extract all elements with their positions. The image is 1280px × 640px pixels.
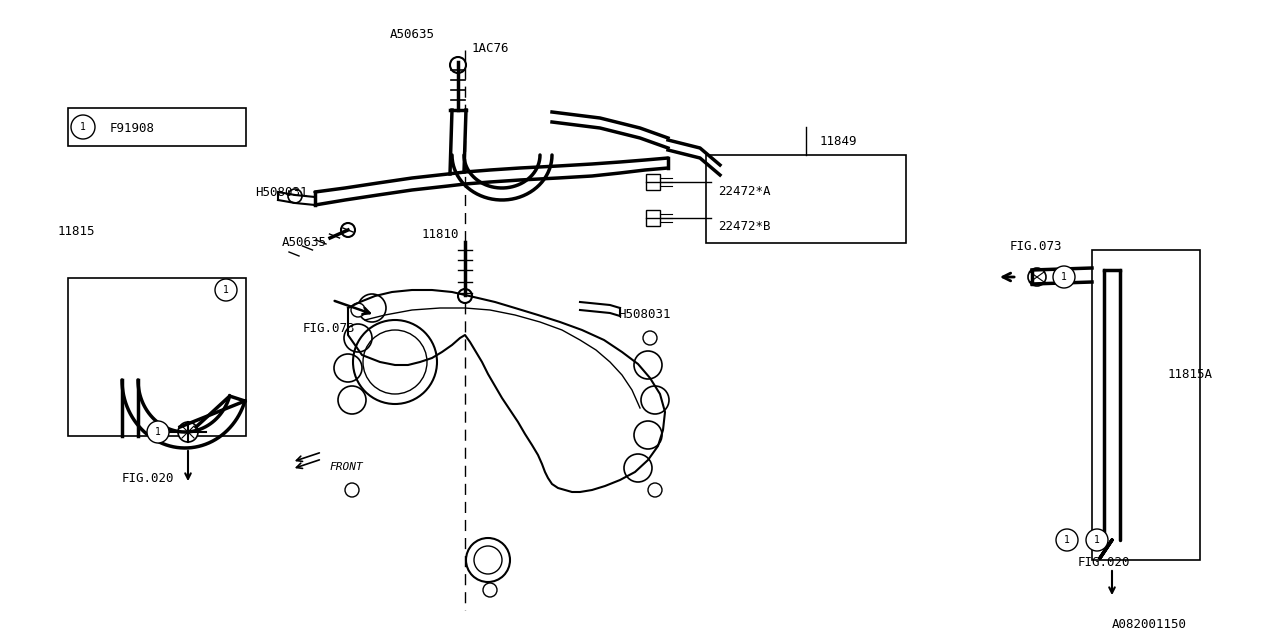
Bar xyxy=(1092,250,1201,560)
Text: H508031: H508031 xyxy=(255,186,307,199)
Text: FIG.073: FIG.073 xyxy=(303,322,356,335)
Text: H508031: H508031 xyxy=(618,308,671,321)
Text: 1: 1 xyxy=(1094,535,1100,545)
Circle shape xyxy=(1053,266,1075,288)
Text: 1: 1 xyxy=(155,427,161,437)
Text: 22472*B: 22472*B xyxy=(718,220,771,233)
Circle shape xyxy=(483,583,497,597)
Text: 1: 1 xyxy=(81,122,86,132)
Circle shape xyxy=(351,303,365,317)
Circle shape xyxy=(215,279,237,301)
Circle shape xyxy=(178,422,198,442)
Circle shape xyxy=(458,289,472,303)
Text: A50635: A50635 xyxy=(390,28,435,41)
Text: 11815: 11815 xyxy=(58,225,96,238)
Circle shape xyxy=(643,331,657,345)
Text: A50635: A50635 xyxy=(282,236,326,249)
Circle shape xyxy=(1085,529,1108,551)
Text: 22472*A: 22472*A xyxy=(718,185,771,198)
Circle shape xyxy=(288,189,302,203)
Bar xyxy=(68,278,246,436)
Circle shape xyxy=(340,223,355,237)
Bar xyxy=(707,155,906,243)
Text: 11849: 11849 xyxy=(820,135,858,148)
Bar xyxy=(68,108,246,146)
Text: FIG.073: FIG.073 xyxy=(1010,240,1062,253)
Text: FIG.020: FIG.020 xyxy=(122,472,174,485)
Text: A082001150: A082001150 xyxy=(1112,618,1187,631)
Circle shape xyxy=(1056,529,1078,551)
Text: 1: 1 xyxy=(1061,272,1068,282)
Text: F91908: F91908 xyxy=(110,122,155,135)
Circle shape xyxy=(70,115,95,139)
Text: 1: 1 xyxy=(223,285,229,295)
Text: FIG.020: FIG.020 xyxy=(1078,556,1130,569)
Text: 1: 1 xyxy=(1064,535,1070,545)
Circle shape xyxy=(346,483,358,497)
Text: FRONT: FRONT xyxy=(330,462,364,472)
Text: 11815A: 11815A xyxy=(1169,368,1213,381)
Circle shape xyxy=(147,421,169,443)
Text: 11810: 11810 xyxy=(422,228,460,241)
Text: 1AC76: 1AC76 xyxy=(472,42,509,55)
Circle shape xyxy=(648,483,662,497)
Circle shape xyxy=(1028,268,1046,286)
Circle shape xyxy=(451,57,466,73)
